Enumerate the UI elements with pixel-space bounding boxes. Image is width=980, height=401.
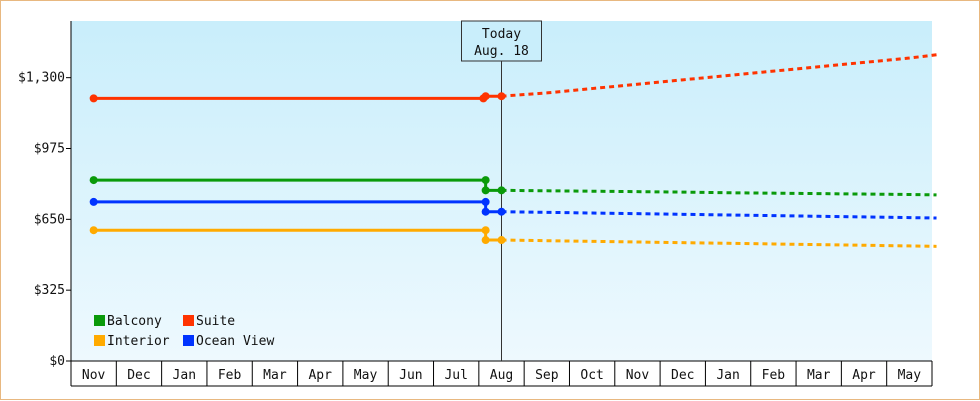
series-balcony-point [89, 176, 98, 185]
today-date: Aug. 18 [474, 44, 529, 59]
x-tick-label: Feb [218, 368, 242, 383]
series-suite-point [89, 94, 98, 103]
legend-swatch-suite [183, 315, 194, 326]
legend-label-ocean-view: Ocean View [196, 334, 274, 349]
legend-swatch-balcony [94, 315, 105, 326]
y-tick-label: $1,300 [18, 71, 65, 86]
series-interior-point [497, 236, 506, 245]
legend: Suite Balcony Ocean View Interior [94, 314, 274, 349]
y-axis: $0 $325 $650 $975 $1,300 [18, 21, 72, 369]
x-tick-label: Apr [852, 368, 876, 383]
y-tick-label: $975 [34, 142, 65, 157]
x-tick-label: Jan [716, 368, 739, 383]
x-tick-label: May [354, 368, 378, 383]
x-tick-label: Aug [490, 368, 513, 383]
y-tick-label: $325 [34, 283, 65, 298]
x-tick-label: Nov [82, 368, 106, 383]
x-tick-label: Nov [626, 368, 650, 383]
series-ocean-view-point [89, 197, 98, 206]
x-tick-label: May [898, 368, 922, 383]
x-tick-label: Feb [762, 368, 786, 383]
series-balcony-history [93, 178, 502, 192]
series-interior-forecast [501, 238, 937, 248]
series-ocean-view-point [481, 207, 490, 216]
today-label: Today [482, 27, 521, 42]
series-suite-point [497, 92, 506, 101]
series-balcony-point [497, 186, 506, 195]
x-tick-label: Jan [173, 368, 196, 383]
series-ocean-view-point [497, 207, 506, 216]
series-interior-point [481, 236, 490, 245]
series-balcony-point [481, 186, 490, 195]
series-lines [89, 53, 937, 248]
series-interior-point [481, 226, 490, 235]
legend-swatch-interior [94, 335, 105, 346]
series-interior-history [93, 228, 502, 242]
x-tick-label: Apr [308, 368, 332, 383]
x-tick-label: Dec [127, 368, 150, 383]
legend-label-interior: Interior [107, 334, 170, 349]
series-interior-point [89, 226, 98, 235]
series-balcony-point [481, 176, 490, 185]
today-box [461, 20, 542, 62]
legend-label-suite: Suite [196, 314, 235, 329]
legend-label-balcony: Balcony [107, 314, 162, 329]
legend-swatch-ocean-view [183, 335, 194, 346]
today-marker: Today Aug. 18 [461, 20, 542, 361]
y-tick-label: $0 [49, 354, 65, 369]
x-tick-label: Mar [263, 368, 287, 383]
x-tick-label: Oct [580, 368, 603, 383]
x-tick-label: Dec [671, 368, 694, 383]
y-tick-label: $650 [34, 212, 65, 227]
x-tick-label: Jun [399, 368, 422, 383]
x-axis: Nov Dec Jan Feb Mar Apr May Jun Jul Aug Sep Oct Nov D… [70, 360, 933, 387]
series-suite-forecast [501, 53, 937, 98]
x-tick-label: Jul [444, 368, 467, 383]
x-tick-label: Mar [807, 368, 831, 383]
x-tick-label: Sep [535, 368, 559, 383]
series-ocean-view-history [93, 200, 502, 214]
series-ocean-view-point [481, 197, 490, 206]
series-ocean-view-forecast [501, 210, 937, 220]
series-suite-point [481, 92, 490, 101]
series-balcony-forecast [501, 188, 937, 197]
